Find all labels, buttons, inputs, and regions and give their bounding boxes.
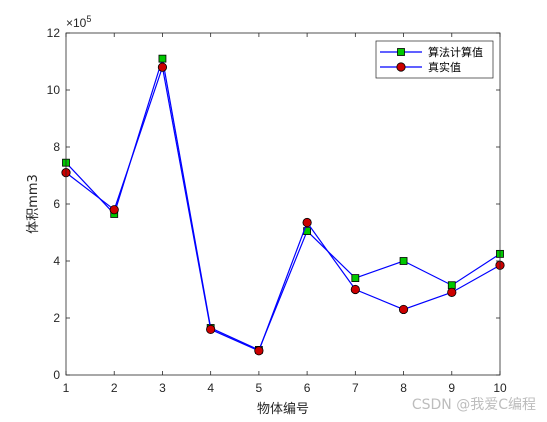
series-1-point-9 [447,281,456,290]
legend-marker-2 [396,62,406,72]
series-line-2 [65,64,501,352]
y-tick-label-3: 4 [53,254,60,268]
series-1-point-3 [158,54,167,63]
legend-label-1: 算法计算值 [428,45,483,59]
legend-box [375,40,494,79]
x-tick-label-3: 3 [159,381,166,395]
x-tick-label-6: 6 [304,381,311,395]
y-tick-label-6: 10 [47,83,61,97]
y-tick-label-4: 6 [53,197,60,211]
x-tick-label-1: 1 [63,381,70,395]
y-tick-label-5: 8 [53,140,60,154]
series-2-point-8 [398,304,409,315]
series-2-point-2 [109,205,119,215]
series-2-point-3 [157,62,168,72]
plot-area [66,33,500,375]
y-tick-label-1: 0 [53,368,60,382]
y-tick-label-7: 12 [47,26,61,40]
watermark: CSDN @我爱C编程 [412,397,536,413]
legend-label-2: 真实值 [428,60,461,74]
x-axis-label: 物体编号 [257,402,309,417]
x-tick-label-7: 7 [352,381,359,395]
series-1-point-8 [399,257,408,265]
x-tick-label-9: 9 [448,381,455,395]
x-tick-label-5: 5 [256,381,263,395]
y-axis-label: 体积mm3 [26,174,41,234]
y-exponent-base: ×10 [66,16,87,30]
series-2-point-9 [447,287,457,297]
series-2-point-4 [206,324,216,334]
y-tick-label-2: 2 [53,311,60,325]
x-tick-label-2: 2 [111,381,118,395]
x-tick-label-8: 8 [400,381,407,395]
y-exponent-label: ×105 [66,14,91,30]
series-2-point-7 [350,284,360,295]
plot-layer [61,54,505,356]
x-tick-label-10: 10 [493,381,507,395]
x-tick-label-4: 4 [207,381,214,395]
y-exponent-power: 5 [86,14,91,24]
series-line-1 [65,58,501,351]
series-2-point-6 [302,217,312,228]
series-1-point-7 [351,274,360,283]
series-2-point-5 [254,346,264,356]
legend-marker-1 [397,48,405,56]
